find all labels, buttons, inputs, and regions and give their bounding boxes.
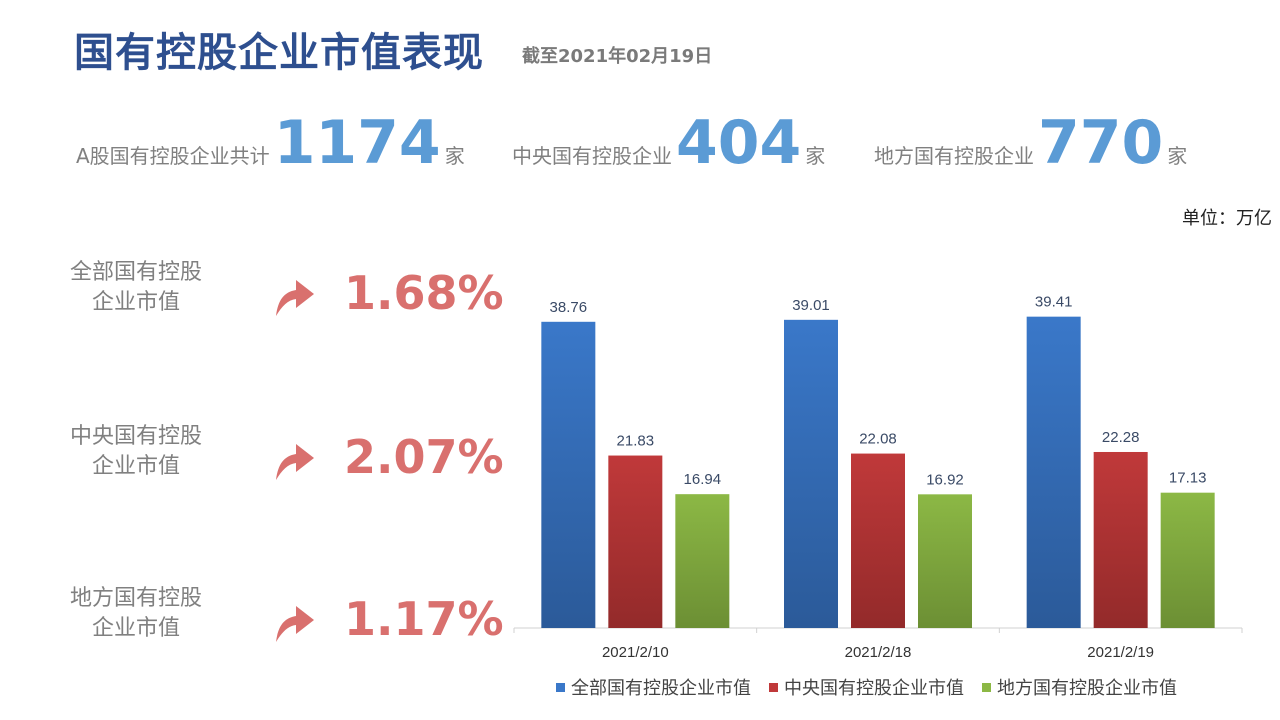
stat-central: 中央国有控股企业 404 家 bbox=[512, 108, 825, 178]
bar-all bbox=[1026, 316, 1081, 628]
stat-total-value: 1174 bbox=[273, 108, 441, 178]
stat-local: 地方国有控股企业 770 家 bbox=[874, 108, 1187, 178]
bar-chart: 38.76 21.83 16.94 2021/2/10 39.01 22.08 16.92 2… bbox=[513, 294, 1243, 661]
metric-local: 地方国有控股 企业市值 1.17% bbox=[40, 584, 504, 674]
stat-central-label: 中央国有控股企业 bbox=[512, 144, 672, 168]
data-label: 39.41 bbox=[1035, 294, 1073, 311]
bar-central bbox=[1093, 451, 1148, 628]
metric-all: 全部国有控股 企业市值 1.68% bbox=[40, 258, 504, 348]
metric-local-label: 地方国有控股 企业市值 bbox=[69, 586, 202, 641]
up-arrow-icon bbox=[276, 444, 314, 480]
stat-central-value: 404 bbox=[676, 108, 802, 178]
as-of-date: 截至2021年02月19日 bbox=[522, 46, 713, 67]
bar-local bbox=[918, 494, 972, 628]
legend-item-local: 地方国有控股企业市值 bbox=[982, 674, 1177, 700]
stat-total-label: A股国有控股企业共计 bbox=[76, 144, 270, 168]
data-label: 39.01 bbox=[792, 297, 830, 314]
stat-local-value: 770 bbox=[1038, 108, 1164, 178]
bar-central bbox=[851, 453, 905, 628]
data-label: 22.28 bbox=[1102, 429, 1140, 446]
up-arrow-icon bbox=[276, 606, 314, 642]
metric-central-change: 2.07% bbox=[344, 430, 504, 484]
metric-all-change: 1.68% bbox=[344, 266, 504, 320]
data-label: 16.94 bbox=[684, 471, 722, 488]
data-label: 16.92 bbox=[926, 471, 964, 488]
legend-swatch bbox=[982, 682, 991, 692]
x-tick-label: 2021/2/10 bbox=[602, 644, 669, 661]
legend-swatch bbox=[556, 682, 565, 692]
bar-local bbox=[675, 494, 730, 628]
bar-local bbox=[1160, 492, 1215, 628]
stat-local-label: 地方国有控股企业 bbox=[874, 144, 1034, 168]
data-label: 22.08 bbox=[859, 431, 897, 448]
x-tick-label: 2021/2/18 bbox=[845, 644, 912, 661]
unit-note: 单位：万亿 bbox=[1182, 208, 1272, 229]
stat-local-unit: 家 bbox=[1167, 144, 1188, 168]
stat-central-unit: 家 bbox=[805, 144, 826, 168]
x-tick-label: 2021/2/19 bbox=[1087, 644, 1154, 661]
metric-central-label: 中央国有控股 企业市值 bbox=[69, 424, 202, 479]
data-label: 38.76 bbox=[550, 299, 588, 316]
legend-swatch bbox=[769, 682, 778, 692]
data-label: 21.83 bbox=[617, 433, 655, 450]
legend-item-central: 中央国有控股企业市值 bbox=[769, 674, 964, 700]
page-title: 国有控股企业市值表现 bbox=[74, 30, 484, 76]
stat-total: A股国有控股企业共计 1174 家 bbox=[76, 108, 465, 178]
bar-all bbox=[784, 319, 838, 628]
stat-total-unit: 家 bbox=[444, 144, 465, 168]
metric-all-label: 全部国有控股 企业市值 bbox=[69, 260, 202, 315]
legend-item-all: 全部国有控股企业市值 bbox=[556, 674, 751, 700]
bar-central bbox=[608, 455, 663, 628]
data-label: 17.13 bbox=[1169, 470, 1207, 487]
bar-all bbox=[541, 321, 596, 628]
metric-local-change: 1.17% bbox=[344, 592, 504, 646]
metric-central: 中央国有控股 企业市值 2.07% bbox=[40, 422, 504, 512]
chart-legend: 全部国有控股企业市值 中央国有控股企业市值 地方国有控股企业市值 bbox=[556, 674, 1177, 700]
up-arrow-icon bbox=[276, 280, 314, 316]
